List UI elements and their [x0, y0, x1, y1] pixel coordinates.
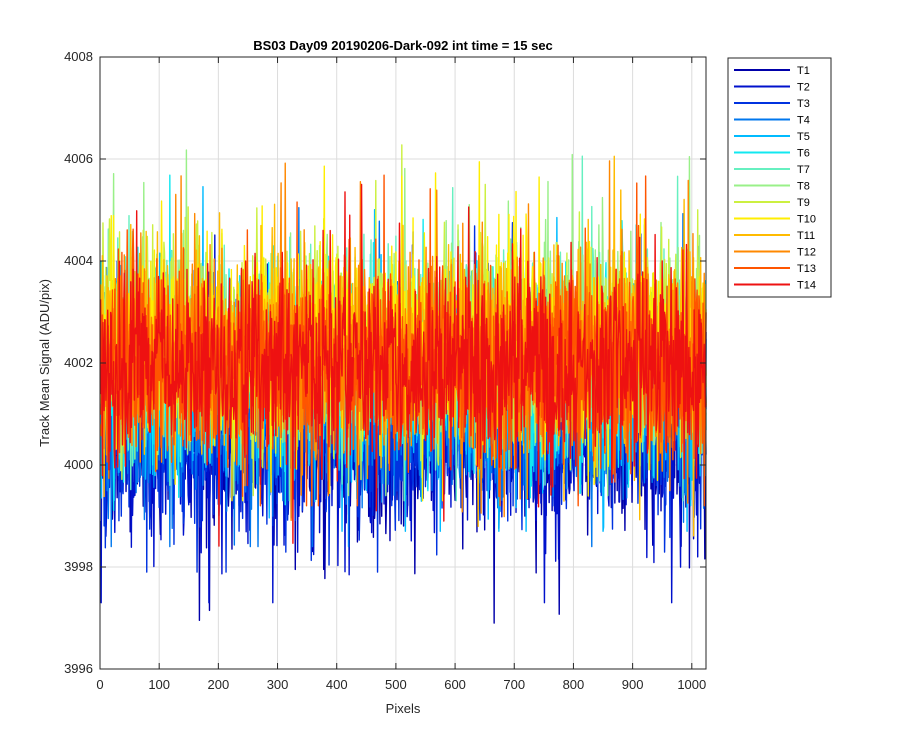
y-tick-label: 4008 [64, 49, 93, 64]
x-tick-label: 400 [326, 677, 348, 692]
legend: T1 T2 T3 T4 T5 T6 T7 T8 T9 T10 T11 T12 T13 T14 [727, 57, 832, 298]
y-tick-label: 3998 [64, 559, 93, 574]
chart-title: BS03 Day09 20190206-Dark-092 int time = … [253, 38, 553, 53]
y-tick-label: 3996 [64, 661, 93, 676]
legend-label: T5 [797, 131, 810, 143]
legend-label: T13 [797, 263, 816, 275]
legend-label: T10 [797, 214, 816, 226]
legend-label: T3 [797, 98, 810, 110]
legend-box [727, 57, 832, 298]
plot-lines [99, 144, 707, 624]
legend-label: T12 [797, 247, 816, 259]
legend-label: T2 [797, 82, 810, 94]
y-tick-label: 4002 [64, 355, 93, 370]
legend-label: T4 [797, 115, 810, 127]
legend-label: T8 [797, 181, 810, 193]
x-axis-label: Pixels [386, 701, 421, 716]
y-axis-label: Track Mean Signal (ADU/pix) [37, 279, 52, 447]
x-tick-label: 0 [96, 677, 103, 692]
x-tick-label: 600 [444, 677, 466, 692]
y-tick-label: 4006 [64, 151, 93, 166]
x-tick-label: 800 [563, 677, 585, 692]
x-tick-label: 900 [622, 677, 644, 692]
legend-label: T1 [797, 65, 810, 77]
legend-label: T11 [797, 230, 815, 242]
ticks: 0 100 200 300 400 500 600 700 800 900 1000 3996 3998… [64, 49, 706, 692]
x-tick-label: 500 [385, 677, 407, 692]
y-tick-label: 4004 [64, 253, 93, 268]
legend-label: T6 [797, 148, 810, 160]
legend-label: T9 [797, 197, 810, 209]
x-tick-label: 200 [208, 677, 230, 692]
x-tick-label: 300 [267, 677, 289, 692]
x-tick-label: 1000 [677, 677, 706, 692]
legend-label: T14 [797, 280, 816, 292]
legend-label: T7 [797, 164, 810, 176]
series-line-t14 [99, 183, 707, 547]
x-tick-label: 700 [503, 677, 525, 692]
y-tick-label: 4000 [64, 457, 93, 472]
x-tick-label: 100 [148, 677, 170, 692]
